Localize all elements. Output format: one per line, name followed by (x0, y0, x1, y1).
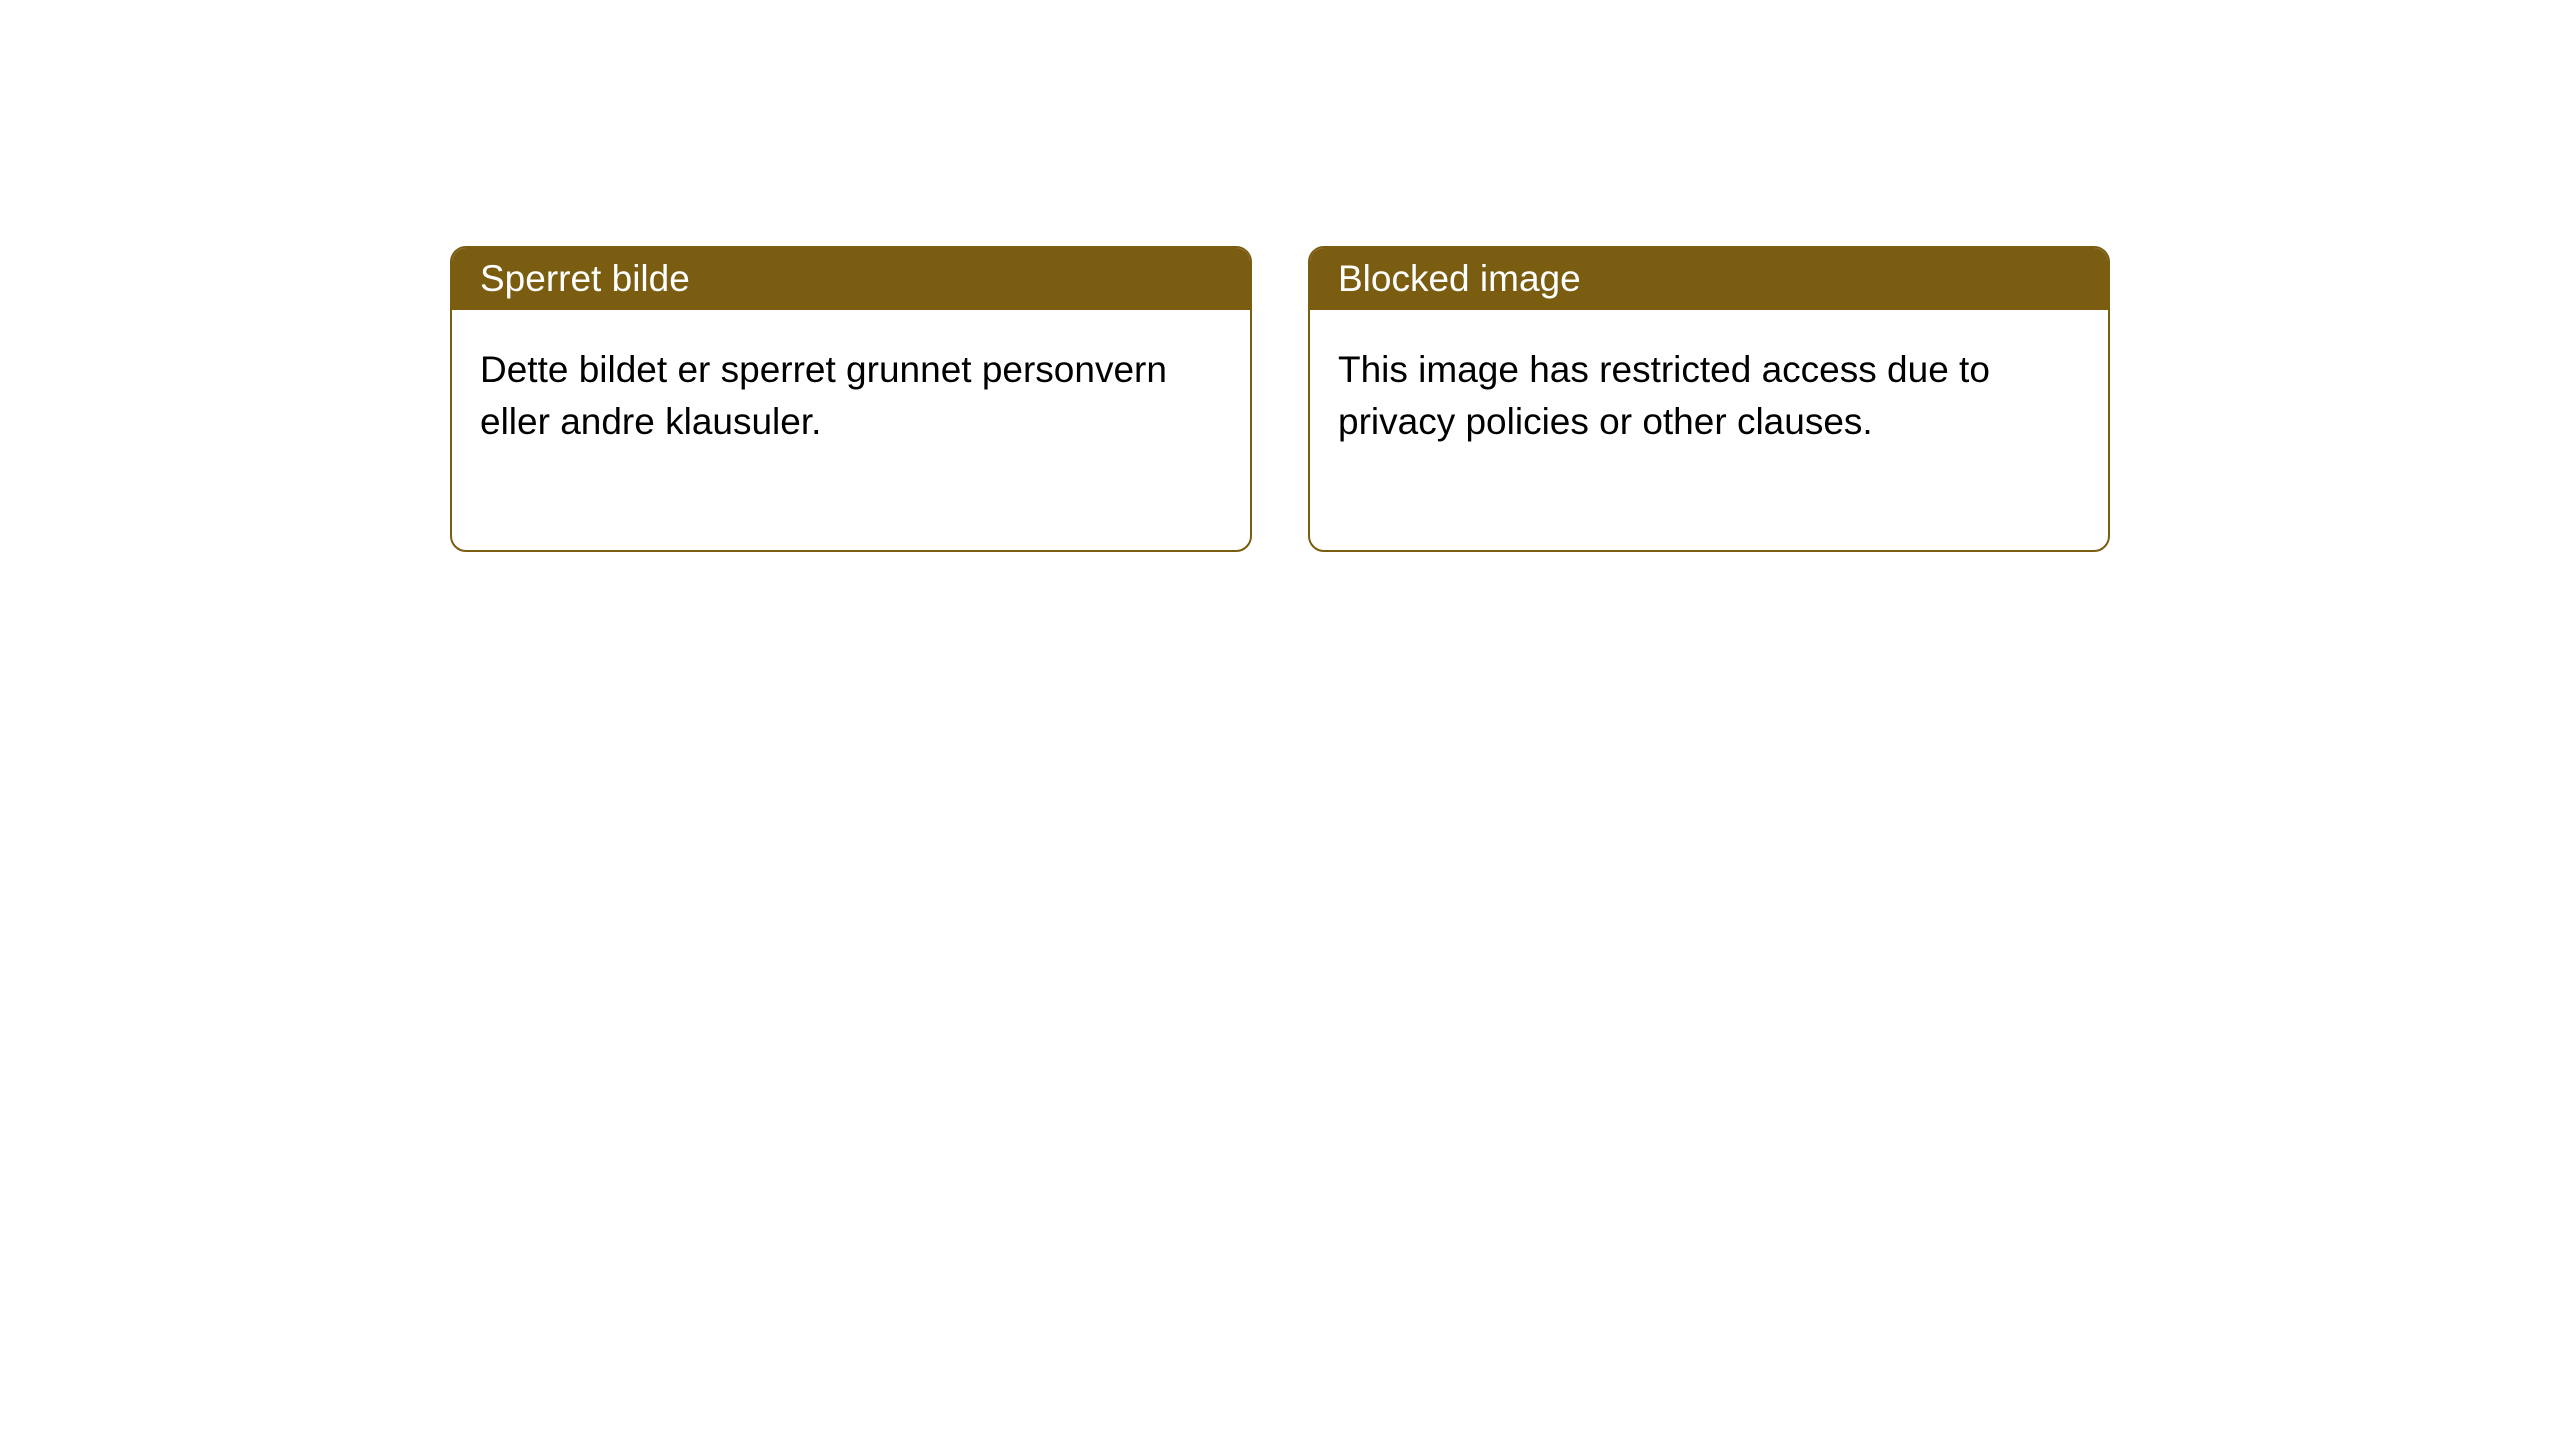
notice-card-body: This image has restricted access due to … (1310, 310, 2108, 550)
notice-card-english: Blocked image This image has restricted … (1308, 246, 2110, 552)
notice-card-norwegian: Sperret bilde Dette bildet er sperret gr… (450, 246, 1252, 552)
notice-card-header: Sperret bilde (452, 248, 1250, 310)
notice-title: Sperret bilde (480, 258, 690, 299)
notice-container: Sperret bilde Dette bildet er sperret gr… (450, 246, 2110, 552)
notice-body-text: Dette bildet er sperret grunnet personve… (480, 349, 1167, 442)
notice-body-text: This image has restricted access due to … (1338, 349, 1990, 442)
notice-card-body: Dette bildet er sperret grunnet personve… (452, 310, 1250, 550)
notice-card-header: Blocked image (1310, 248, 2108, 310)
notice-title: Blocked image (1338, 258, 1581, 299)
